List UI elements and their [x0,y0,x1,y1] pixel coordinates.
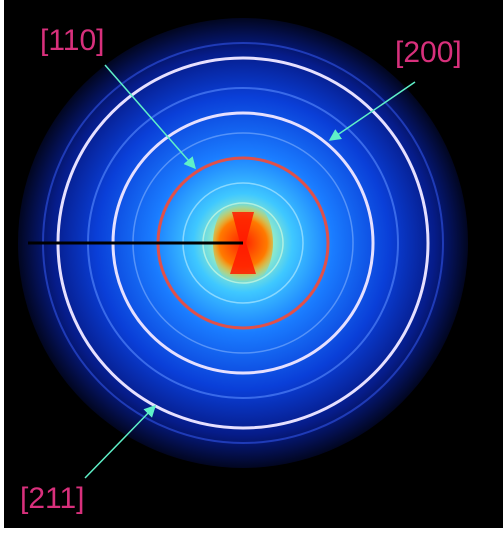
label: [211] [20,482,85,515]
page: [110] [200] [211] (() => { const data = … [0,0,503,534]
diffraction-image: [110] [200] [211] [0,0,503,534]
label: [110] [40,24,105,57]
label: [200] [395,36,462,69]
